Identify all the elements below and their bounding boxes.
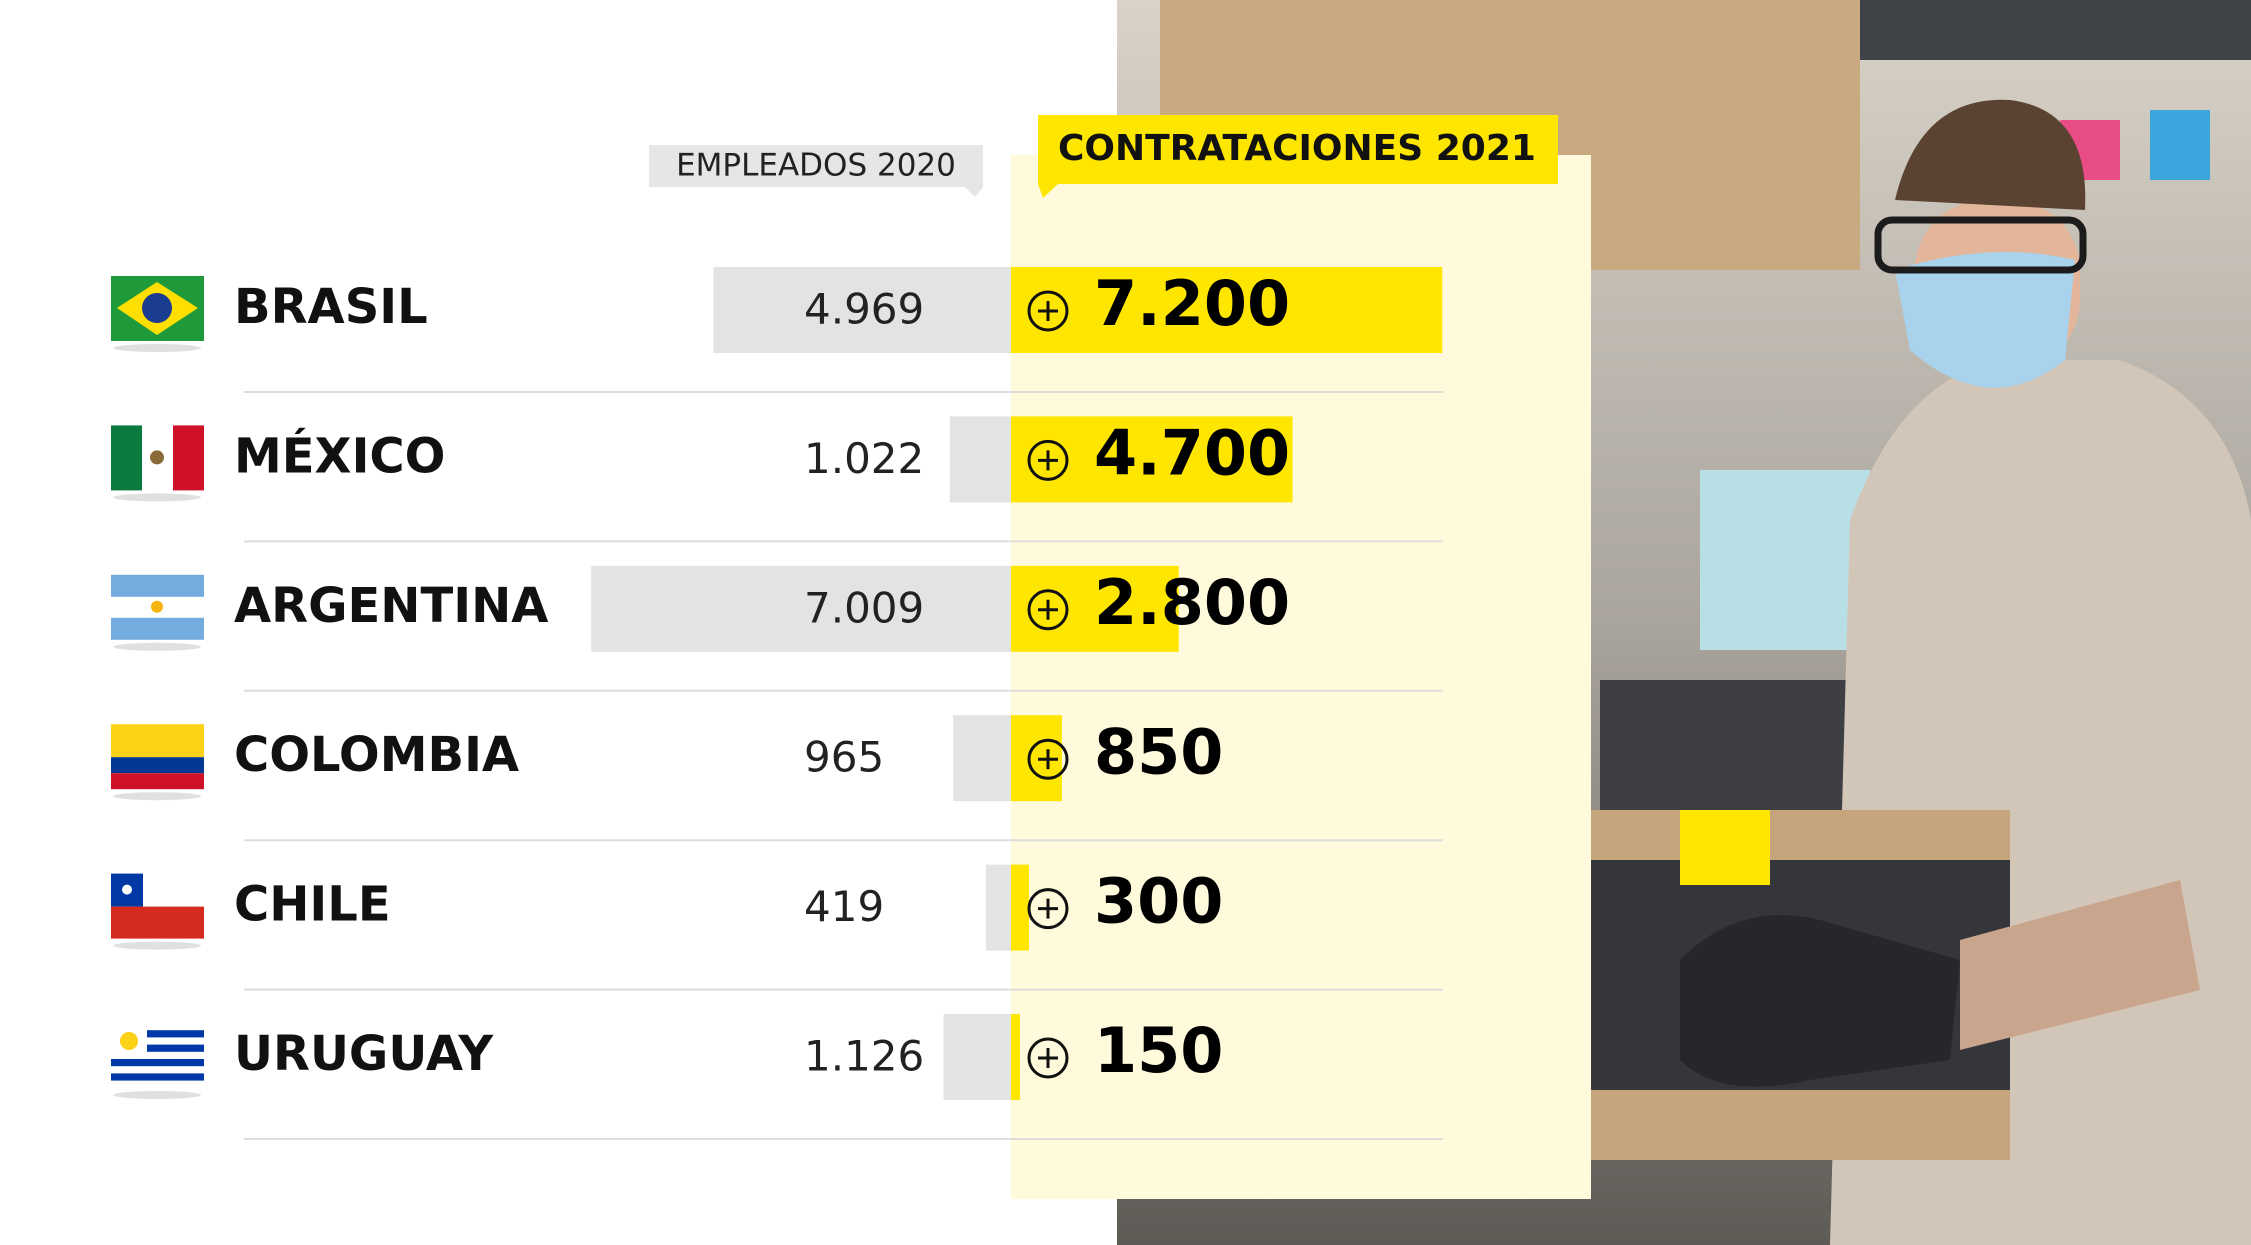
value-label: 4.700	[1094, 416, 1290, 489]
flag	[111, 1023, 204, 1099]
flag	[111, 574, 204, 651]
plus-icon	[1038, 898, 1058, 919]
ceiling	[1860, 0, 2251, 60]
flag-stripe	[111, 1044, 204, 1052]
plus-icon	[1038, 301, 1058, 321]
bar	[1011, 864, 1029, 951]
flag	[111, 724, 204, 801]
flag-globe	[142, 293, 172, 323]
flag	[111, 425, 204, 502]
flag-shadow	[113, 344, 201, 352]
flag	[111, 873, 204, 950]
value-label: 2.800	[1094, 566, 1290, 639]
flag-shadow	[113, 1091, 201, 1099]
arm	[1960, 880, 2200, 1050]
glove	[1680, 915, 1960, 1087]
flag-field	[111, 906, 204, 939]
plus-icon	[1027, 1037, 1069, 1079]
category-label: BRASIL	[234, 279, 428, 335]
value-label: 300	[1094, 865, 1223, 938]
flag-star	[122, 884, 132, 895]
bar	[949, 416, 1011, 503]
plus-icon	[1038, 599, 1058, 620]
category-label: MÉXICO	[234, 427, 445, 484]
value-label: 1.022	[804, 434, 924, 483]
flag-shadow	[113, 493, 201, 502]
value-label: 4.969	[804, 285, 924, 334]
flag-shadow	[113, 642, 201, 651]
flag-emblem	[150, 450, 164, 465]
legend-pointer	[965, 187, 983, 197]
flag-shadow	[113, 792, 201, 801]
category-label: URUGUAY	[234, 1026, 494, 1082]
plus-icon	[1038, 450, 1058, 471]
legend-pointer	[1038, 184, 1058, 198]
tape	[1680, 810, 1770, 885]
mask	[1895, 252, 2075, 388]
bar	[713, 267, 1011, 353]
plus-icon	[1038, 749, 1058, 770]
bar	[985, 864, 1011, 951]
value-label: 419	[804, 882, 884, 931]
bar	[943, 1014, 1011, 1100]
value-label: 965	[804, 733, 884, 782]
plus-icon	[1038, 1048, 1058, 1068]
plus-icon	[1027, 738, 1069, 780]
screen	[1700, 470, 1870, 650]
flag-stripe	[111, 1059, 204, 1067]
flag-field	[111, 724, 204, 758]
legend-box	[1038, 115, 1558, 184]
hair	[1895, 99, 2086, 210]
value-label: 850	[1094, 715, 1223, 788]
flag-sun	[120, 1032, 138, 1050]
bar	[953, 715, 1011, 802]
flag-stripe	[111, 1030, 204, 1038]
value-label: 1.126	[804, 1032, 924, 1081]
flag-sun	[151, 600, 163, 613]
value-label: 7.009	[804, 583, 924, 632]
flag-field	[173, 425, 204, 491]
plus-icon	[1027, 888, 1069, 930]
flag-stripe	[111, 1073, 204, 1081]
flag-field	[111, 757, 204, 774]
category-label: COLOMBIA	[234, 727, 519, 783]
flag-field	[111, 773, 204, 790]
flag-shadow	[113, 941, 201, 950]
flag	[111, 276, 204, 352]
glasses	[1874, 216, 2087, 274]
plus-icon	[1027, 290, 1069, 332]
value-label: 150	[1094, 1014, 1223, 1087]
legend-label: EMPLEADOS 2020	[676, 148, 956, 184]
bar	[1011, 1014, 1020, 1100]
value-label: 7.200	[1094, 267, 1290, 340]
plus-icon	[1027, 439, 1069, 481]
plus-icon	[1027, 589, 1069, 631]
bar	[1011, 267, 1443, 353]
shelf-item	[2150, 110, 2210, 180]
flag-field	[111, 425, 142, 491]
category-label: CHILE	[234, 877, 391, 933]
category-label: ARGENTINA	[234, 578, 548, 634]
bar	[591, 565, 1011, 652]
legend-label: CONTRATACIONES 2021	[1058, 128, 1536, 169]
legend-box	[649, 145, 983, 187]
